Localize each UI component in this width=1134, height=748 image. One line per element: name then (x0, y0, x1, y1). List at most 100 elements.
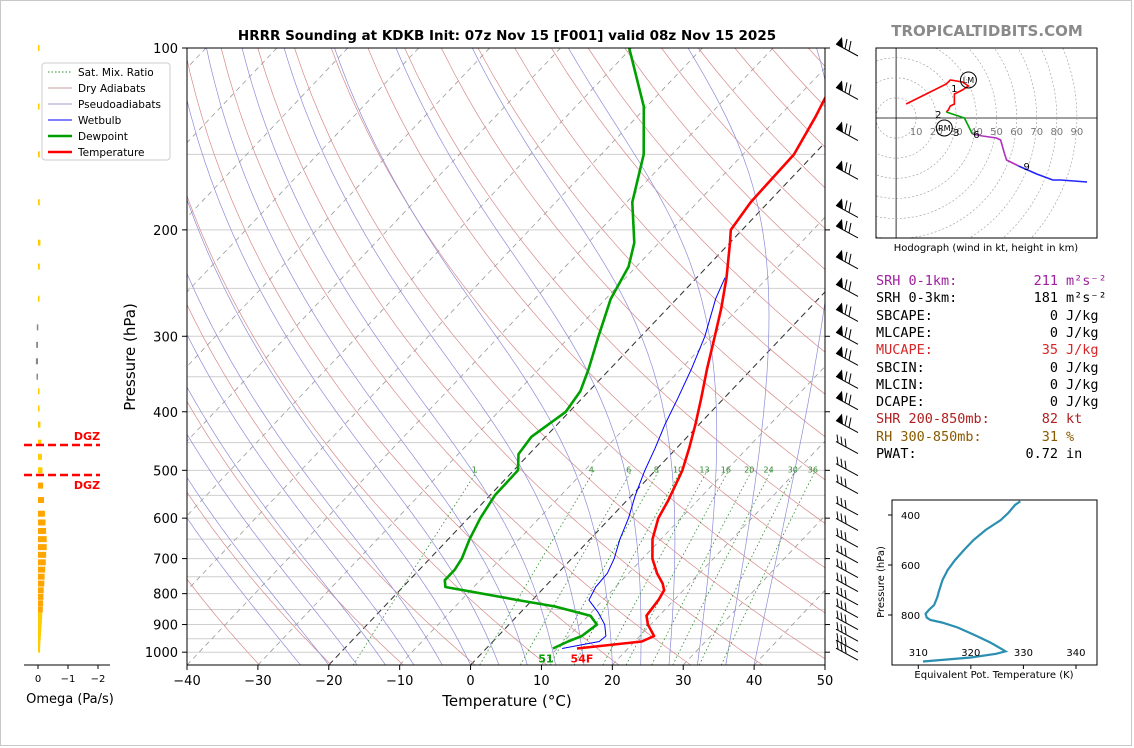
wind-barb-feather (836, 434, 839, 443)
omega-bar (38, 642, 41, 649)
omega-bar (38, 630, 41, 637)
wind-barb (835, 249, 859, 270)
wind-barb-flag (836, 37, 843, 48)
wind-barb-feather (844, 162, 848, 173)
isotherm-line (399, 216, 825, 665)
theta-e-y-tick-label: 800 (901, 611, 920, 622)
mixing-ratio-label: 20 (744, 466, 754, 475)
theta-e-y-tick-label: 400 (901, 511, 920, 522)
wind-barb-feather (844, 614, 847, 623)
isotherm-line (470, 291, 825, 665)
omega-bar (38, 634, 41, 641)
hodograph-ring-label: 10 (910, 127, 923, 138)
dgz-top-label: DGZ (74, 430, 100, 443)
mixing-ratio-line (549, 470, 660, 665)
wind-barb-feather (840, 624, 843, 633)
wind-barb-feather (840, 600, 843, 609)
omega-bar (38, 544, 47, 551)
stat-label: SHR 200-850mb: (876, 411, 990, 428)
hodograph-height-label: 1 (951, 84, 957, 95)
wind-barb-flag (836, 80, 843, 92)
wind-barb-feather (844, 392, 848, 403)
stat-value: 0 (1049, 324, 1058, 341)
wind-barb-feather (844, 460, 847, 469)
stat-unit: in (1066, 446, 1083, 462)
wind-barb-feather (848, 329, 852, 340)
omega-bar (38, 405, 40, 412)
surface-dewpoint-label: 51 (538, 652, 553, 665)
brand-watermark: TROPICALTIDBITS.COM (891, 22, 1083, 40)
pseudoadiabat-line (283, 48, 585, 665)
wind-barb-feather (840, 497, 843, 507)
hodograph-lm-marker (959, 71, 977, 89)
hodograph-panel: 10 20 30 40 50 60 70 80 90 LM RM 1 2 3 6 9 Hodograph (… (875, 47, 1098, 254)
dry-adiabat-line (551, 48, 825, 353)
hodograph-height-label: 3 (953, 128, 959, 139)
omega-bar (38, 638, 41, 645)
wind-barb-shaft (835, 502, 859, 516)
hodograph-ring-label: 20 (930, 127, 943, 138)
wind-barb-feather (844, 515, 847, 524)
wind-barb-feather (848, 164, 852, 175)
hodograph-ring-label: 30 (950, 127, 963, 138)
stat-unit: kt (1066, 411, 1083, 428)
stat-unit: m²s⁻² (1066, 290, 1107, 307)
wind-barb-feather (844, 645, 847, 654)
y-tick-label: 800 (153, 588, 178, 603)
theta-e-x-tick-label: 310 (909, 648, 928, 659)
wind-barb-feather (836, 558, 839, 567)
wind-barb-flag (836, 390, 843, 402)
stat-row: MUCAPE: 35 J/kg (876, 342, 1099, 358)
stat-value: 31 (1041, 428, 1058, 445)
wind-barb-flag (836, 160, 843, 172)
stat-row: SBCAPE: 0 J/kg (876, 308, 1099, 324)
wind-barb-shaft (835, 592, 859, 606)
wind-barb-feather (840, 458, 843, 467)
omega-tick-label: 0 (35, 674, 41, 685)
y-tick-label: 600 (153, 512, 178, 527)
stat-label: SRH 0-1km: (876, 273, 958, 289)
wind-barb-feather (848, 350, 852, 361)
stat-row: RH 300-850mb: 31% (876, 429, 1074, 445)
hodograph-ring-label: 70 (1030, 127, 1043, 138)
hodograph-ring (1002, 48, 1058, 238)
wind-barb-shaft (835, 534, 859, 548)
y-tick-label: 700 (153, 553, 178, 568)
stat-label: SBCAPE: (876, 307, 933, 324)
dry-adiabat-line (187, 303, 476, 665)
stat-value: 0 (1049, 359, 1058, 376)
wind-barb-feather (840, 476, 843, 485)
stat-value: 0 (1049, 376, 1058, 393)
wind-barb-feather (836, 598, 839, 607)
stat-value: 35 (1041, 342, 1058, 359)
surface-temperature-label: 54F (571, 652, 594, 665)
wind-barb-flag (836, 218, 843, 230)
theta-e-xlabel: Equivalent Pot. Temperature (K) (914, 670, 1073, 681)
wind-barb-feather (844, 478, 847, 487)
chart-title: HRRR Sounding at KDKB Init: 07z Nov 15 [… (238, 28, 776, 44)
wind-barb-feather (844, 220, 848, 231)
isotherm-line (187, 48, 561, 442)
wind-barb-feather (848, 394, 852, 405)
hodograph-ring-label: 90 (1071, 127, 1084, 138)
hodograph-ring-label: 60 (1010, 127, 1023, 138)
series-line-temperature (576, 95, 825, 650)
mixing-ratio-line (352, 470, 478, 665)
hodograph-ring (876, 48, 997, 219)
omega-bar (38, 103, 40, 110)
wind-barb (835, 80, 859, 100)
stat-label: MLCIN: (876, 376, 925, 393)
stat-unit: J/kg (1066, 359, 1099, 376)
wind-barb (835, 474, 859, 495)
omega-bar (38, 199, 40, 206)
pseudoadiabat-line (568, 48, 718, 665)
wind-barb (835, 543, 859, 564)
omega-bar (38, 587, 44, 594)
mixing-ratio-line (720, 470, 816, 665)
wind-barb-feather (836, 633, 839, 642)
omega-bar (38, 497, 44, 504)
stat-label: MLCAPE: (876, 324, 933, 341)
mixing-ratio-line (520, 470, 633, 665)
series-line-dewpoint (443, 48, 646, 650)
hodograph-segment (1018, 165, 1088, 183)
